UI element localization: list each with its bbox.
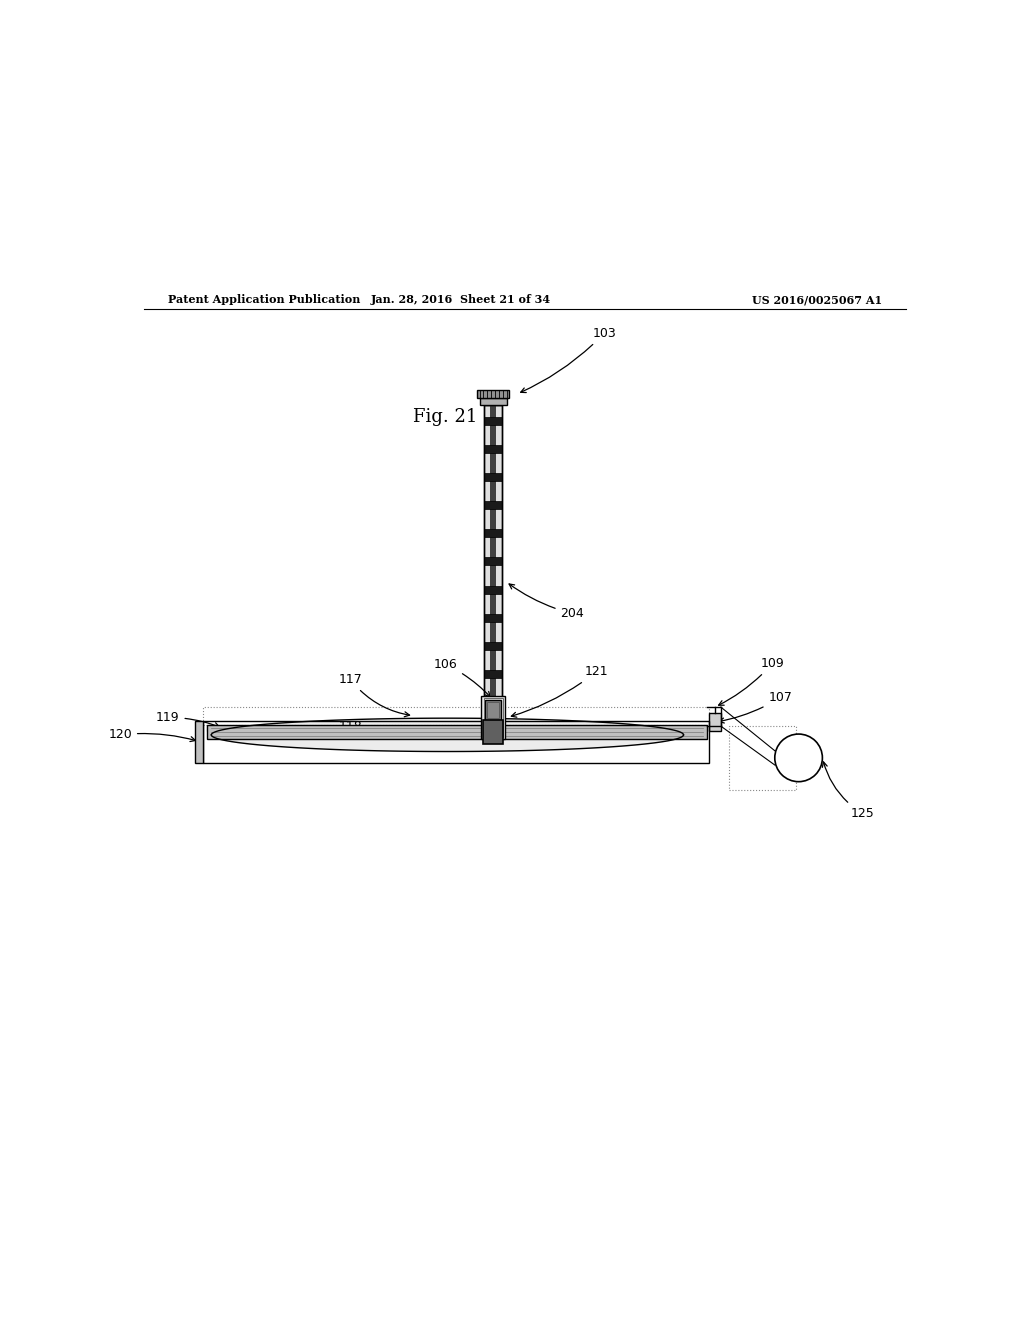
Bar xyxy=(484,445,502,453)
Text: 107: 107 xyxy=(719,692,793,723)
Text: 117: 117 xyxy=(338,673,410,717)
Bar xyxy=(484,405,502,726)
Bar xyxy=(483,698,503,737)
Bar xyxy=(196,721,204,763)
Text: 103: 103 xyxy=(520,327,616,392)
Text: 118: 118 xyxy=(338,719,441,739)
Bar xyxy=(484,614,502,622)
Text: Fig. 21: Fig. 21 xyxy=(414,408,477,425)
Text: 106: 106 xyxy=(433,657,490,697)
Bar xyxy=(484,642,502,649)
Text: 119: 119 xyxy=(156,711,219,727)
Bar xyxy=(484,586,502,594)
Bar xyxy=(489,405,494,726)
Bar xyxy=(484,698,502,706)
Bar xyxy=(204,708,709,725)
Bar xyxy=(729,726,797,789)
Bar xyxy=(484,405,502,726)
Bar xyxy=(479,397,507,405)
Polygon shape xyxy=(211,718,684,751)
Bar xyxy=(484,473,502,480)
Bar xyxy=(486,701,500,718)
Bar xyxy=(484,529,502,537)
Bar xyxy=(207,726,708,731)
Circle shape xyxy=(775,734,822,781)
Text: 204: 204 xyxy=(509,583,585,620)
Text: Patent Application Publication: Patent Application Publication xyxy=(168,294,360,305)
Text: 121: 121 xyxy=(511,665,608,717)
Text: US 2016/0025067 A1: US 2016/0025067 A1 xyxy=(752,294,882,305)
Bar xyxy=(484,417,502,425)
Bar xyxy=(483,719,503,743)
Bar xyxy=(709,713,721,731)
Text: 109: 109 xyxy=(719,657,784,705)
Bar xyxy=(485,700,501,719)
Bar xyxy=(484,502,502,510)
Text: Jan. 28, 2016  Sheet 21 of 34: Jan. 28, 2016 Sheet 21 of 34 xyxy=(372,294,551,305)
Bar xyxy=(481,696,505,739)
Bar xyxy=(207,725,708,739)
Text: 125: 125 xyxy=(822,762,873,820)
Bar xyxy=(484,557,502,565)
Bar xyxy=(494,405,497,726)
Bar xyxy=(204,721,709,763)
Bar xyxy=(477,391,509,397)
Bar xyxy=(484,671,502,678)
Text: 120: 120 xyxy=(109,729,196,742)
